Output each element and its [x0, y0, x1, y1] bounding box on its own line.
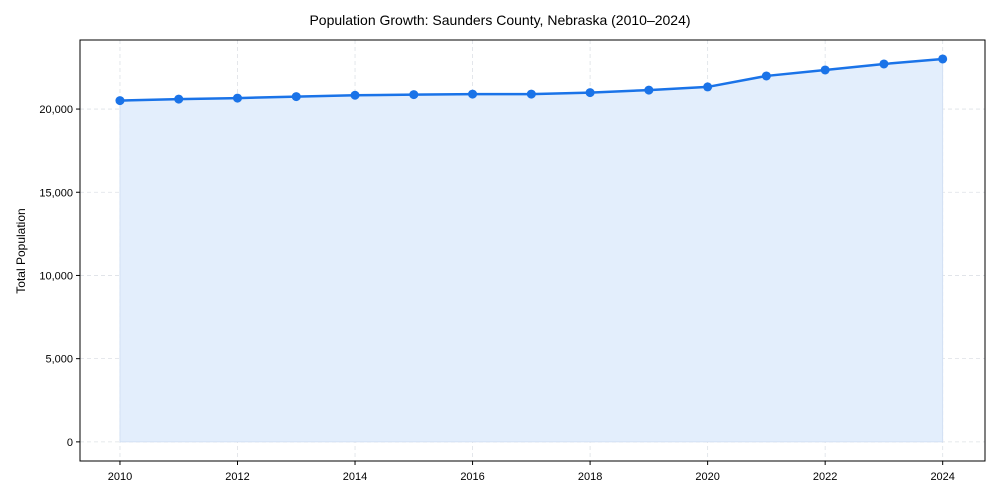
data-point-2023 [879, 59, 889, 69]
x-tick-label: 2020 [695, 471, 719, 483]
data-point-2011 [174, 94, 184, 104]
area-fill [119, 58, 944, 443]
data-point-2024 [938, 54, 948, 64]
data-point-2021 [761, 71, 771, 81]
data-point-2018 [585, 88, 595, 98]
data-point-2015 [409, 90, 419, 100]
data-point-2022 [820, 65, 830, 75]
y-tick-label: 10,000 [39, 270, 73, 282]
x-tick-label: 2018 [578, 471, 602, 483]
plot-frame [79, 39, 986, 462]
x-tick-label: 2022 [813, 471, 837, 483]
data-point-2013 [291, 92, 301, 102]
chart-title: Population Growth: Saunders County, Nebr… [309, 12, 691, 28]
data-point-2020 [703, 82, 713, 92]
data-point-2017 [526, 89, 536, 99]
x-tick-label: 2012 [225, 471, 249, 483]
x-tick-label: 2010 [108, 471, 132, 483]
y-tick-label: 15,000 [39, 187, 73, 199]
data-point-2012 [232, 93, 242, 103]
data-point-2019 [644, 85, 654, 95]
data-point-2014 [350, 90, 360, 100]
y-tick-label: 0 [67, 437, 73, 449]
x-axis: 2010 2012 2014 2016 2018 2020 2022 2024 [108, 461, 955, 483]
data-points [115, 54, 948, 106]
data-point-2016 [468, 89, 478, 99]
y-axis: 0 5,000 10,000 15,000 20,000 [39, 104, 80, 449]
y-tick-label: 5,000 [45, 354, 73, 366]
data-point-2010 [115, 96, 125, 106]
x-tick-label: 2024 [930, 471, 954, 483]
y-axis-label: Total Population [14, 208, 28, 293]
x-tick-label: 2014 [343, 471, 367, 483]
x-tick-label: 2016 [460, 471, 484, 483]
y-tick-label: 20,000 [39, 104, 73, 116]
